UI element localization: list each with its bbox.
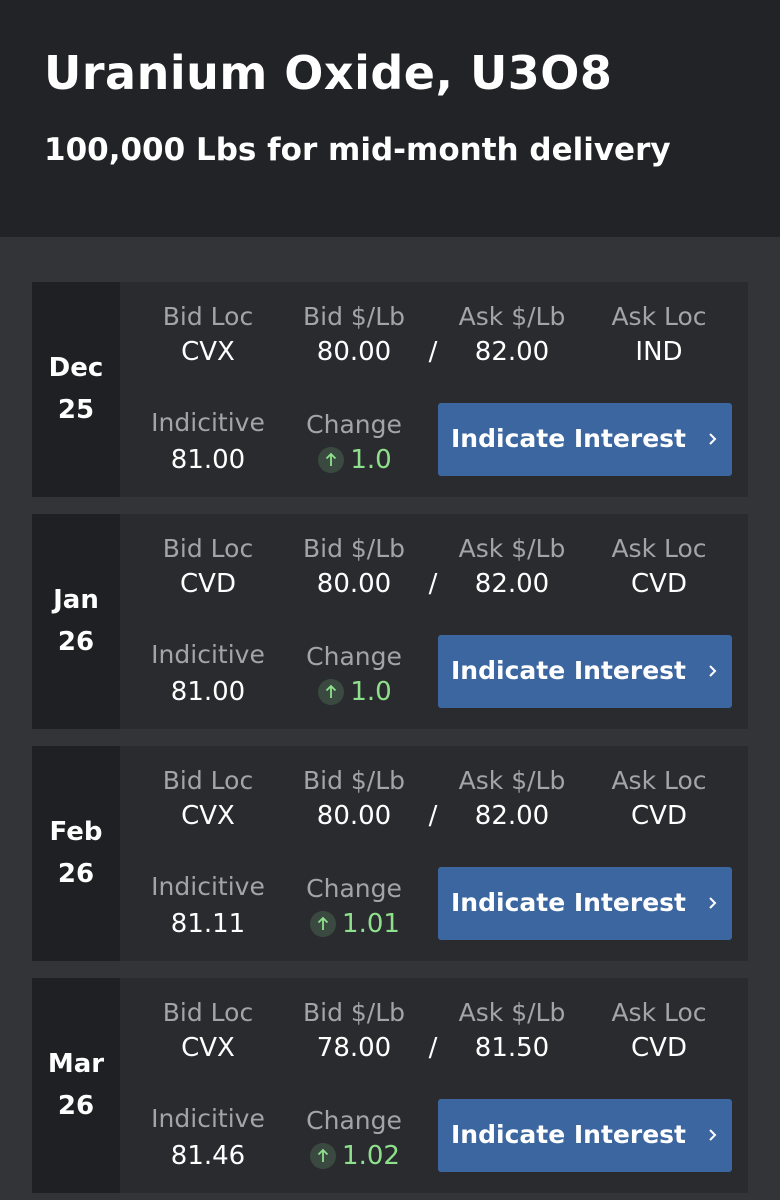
field-value: CVD — [631, 801, 687, 831]
contract-card: Jan 26 Bid Loc CVD Bid $/Lb 80.00 Ask $/Lb 82.0… — [32, 514, 748, 729]
field-value: 81.11 — [170, 909, 246, 939]
field-value: 81.00 — [170, 445, 246, 475]
field-value: CVD — [631, 1033, 687, 1063]
field-label: Bid Loc — [162, 998, 254, 1027]
field-label: Ask Loc — [611, 766, 707, 795]
field-label: Ask $/Lb — [458, 534, 566, 563]
contract-card: Mar 26 Bid Loc CVX Bid $/Lb 78.00 Ask $/Lb 81.5… — [32, 978, 748, 1193]
up-arrow-icon — [318, 447, 345, 473]
change-value: 1.01 — [342, 909, 400, 939]
month: Feb — [49, 817, 103, 847]
field-value: 80.00 — [316, 569, 392, 599]
field-label: Ask Loc — [611, 998, 707, 1027]
title: Uranium Oxide, U3O8 — [44, 46, 613, 100]
delivery-date: Feb 26 — [32, 746, 120, 961]
field-label: Indicitive — [151, 872, 265, 901]
contract-card: Feb 26 Bid Loc CVX Bid $/Lb 80.00 Ask $/Lb 82.0… — [32, 746, 748, 961]
field-label: Ask $/Lb — [458, 766, 566, 795]
change: 1.02 — [278, 1141, 432, 1171]
year: 26 — [57, 627, 95, 657]
month: Jan — [53, 585, 99, 615]
indicate-interest-button[interactable]: Indicate Interest — [438, 1099, 732, 1172]
year: 25 — [57, 395, 95, 425]
field-label: Bid $/Lb — [302, 302, 406, 331]
field-value: 81.46 — [170, 1141, 246, 1171]
field-label: Bid Loc — [162, 766, 254, 795]
up-arrow-icon — [318, 679, 345, 705]
field-label: Indicitive — [151, 1104, 265, 1133]
separator: / — [428, 337, 438, 367]
separator: / — [428, 801, 438, 831]
change: 1.0 — [278, 677, 432, 707]
field-value: CVX — [181, 337, 235, 367]
field-label: Ask Loc — [611, 534, 707, 563]
button-label: Indicate Interest — [451, 424, 686, 453]
field-label: Ask $/Lb — [458, 998, 566, 1027]
field-label: Indicitive — [151, 640, 265, 669]
change-value: 1.0 — [350, 445, 392, 475]
delivery-date: Dec 25 — [32, 282, 120, 497]
change-value: 1.0 — [350, 677, 392, 707]
change: 1.0 — [278, 445, 432, 475]
field-value: CVX — [181, 801, 235, 831]
change-value: 1.02 — [342, 1141, 400, 1171]
field-label: Bid Loc — [162, 302, 254, 331]
button-label: Indicate Interest — [451, 656, 686, 685]
field-value: 80.00 — [316, 337, 392, 367]
field-label: Ask Loc — [611, 302, 707, 331]
field-value: 82.00 — [474, 801, 550, 831]
indicate-interest-button[interactable]: Indicate Interest — [438, 635, 732, 708]
field-value: CVD — [631, 569, 687, 599]
field-label: Bid Loc — [162, 534, 254, 563]
separator: / — [428, 569, 438, 599]
button-label: Indicate Interest — [451, 1120, 686, 1149]
delivery-date: Jan 26 — [32, 514, 120, 729]
field-label: Change — [306, 642, 402, 671]
field-value: 81.50 — [474, 1033, 550, 1063]
field-value: 82.00 — [474, 569, 550, 599]
month: Mar — [47, 1049, 105, 1079]
field-value: 81.00 — [170, 677, 246, 707]
delivery-date: Mar 26 — [32, 978, 120, 1193]
field-label: Ask $/Lb — [458, 302, 566, 331]
indicate-interest-button[interactable]: Indicate Interest — [438, 403, 732, 476]
field-label: Bid $/Lb — [302, 998, 406, 1027]
change: 1.01 — [278, 909, 432, 939]
chevron-icon — [709, 897, 717, 909]
contract-card: Dec 25 Bid Loc CVX Bid $/Lb 80.00 Ask $/Lb 82.0… — [32, 282, 748, 497]
field-label: Indicitive — [151, 408, 265, 437]
field-label: Change — [306, 874, 402, 903]
field-value: CVX — [181, 1033, 235, 1063]
field-value: CVD — [180, 569, 236, 599]
field-value: IND — [635, 337, 683, 367]
header: Uranium Oxide, U3O8 100,000 Lbs for mid-… — [0, 0, 780, 237]
field-label: Bid $/Lb — [302, 766, 406, 795]
separator: / — [428, 1033, 438, 1063]
up-arrow-icon — [310, 911, 337, 937]
year: 26 — [57, 859, 95, 889]
chevron-icon — [709, 1129, 717, 1141]
up-arrow-icon — [310, 1143, 337, 1169]
field-value: 80.00 — [316, 801, 392, 831]
button-label: Indicate Interest — [451, 888, 686, 917]
field-label: Change — [306, 1106, 402, 1135]
subtitle: 100,000 Lbs for mid-month delivery — [44, 132, 671, 168]
field-value: 82.00 — [474, 337, 550, 367]
field-label: Change — [306, 410, 402, 439]
indicate-interest-button[interactable]: Indicate Interest — [438, 867, 732, 940]
chevron-icon — [709, 433, 717, 445]
month: Dec — [48, 353, 104, 383]
chevron-icon — [709, 665, 717, 677]
field-value: 78.00 — [316, 1033, 392, 1063]
year: 26 — [57, 1091, 95, 1121]
field-label: Bid $/Lb — [302, 534, 406, 563]
